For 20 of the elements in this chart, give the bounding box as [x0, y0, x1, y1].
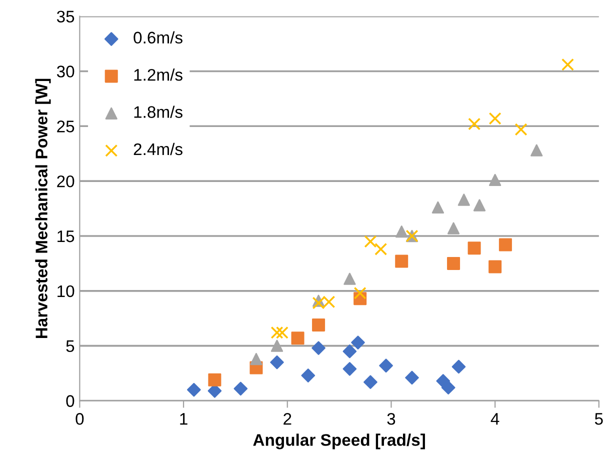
y-tick-label: 25 — [57, 120, 74, 132]
x-tick-label: 0 — [76, 413, 84, 425]
y-tick-label: 20 — [57, 175, 74, 188]
x-tick-label: 1 — [180, 413, 188, 425]
x-tick-label: 3 — [387, 413, 396, 425]
x-axis-title: Angular Speed [rad/s] — [253, 434, 425, 450]
y-tick-label: 15 — [58, 230, 74, 242]
legend-label: 1.2m/s — [134, 68, 182, 81]
x-tick-label: 2 — [284, 413, 292, 425]
legend-label: 2.4m/s — [134, 142, 182, 156]
x-tick-label: 5 — [594, 413, 603, 425]
y-axis-title: Harvested Mechanical Power [W] — [35, 78, 51, 338]
y-tick-label: 5 — [66, 340, 74, 352]
y-tick-label: 10 — [58, 285, 74, 298]
legend-label: 1.8m/s — [134, 106, 182, 118]
legend-label: 0.6m/s — [134, 31, 182, 44]
y-tick-label: 30 — [56, 66, 74, 78]
x-tick-label: 4 — [490, 413, 500, 425]
y-tick-label: 0 — [66, 395, 74, 407]
y-tick-label: 35 — [56, 10, 74, 23]
